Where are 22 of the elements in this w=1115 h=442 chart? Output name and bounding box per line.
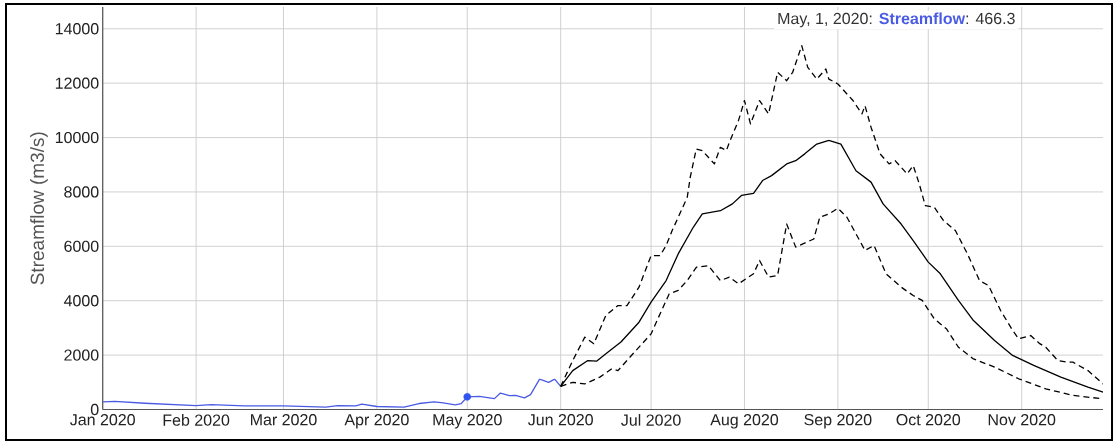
line-series (102, 378, 562, 408)
x-tick-label: Sep 2020 (804, 414, 872, 429)
y-axis-title: Streamflow (m3/s) (30, 132, 48, 285)
y-tick-label: 8000 (64, 186, 99, 198)
x-tick-label: Oct 2020 (896, 414, 961, 426)
x-tick-label: Feb 2020 (163, 414, 230, 426)
x-tick-label: Aug 2020 (710, 414, 779, 429)
x-tick-label: May 2020 (433, 414, 502, 429)
x-tick-label: Jul 2020 (621, 414, 681, 426)
y-tick-label: 10000 (55, 131, 99, 144)
x-tick-label: Mar 2020 (251, 414, 317, 426)
y-tick-label: 2000 (64, 349, 99, 361)
annotation: May, 1, 2020: Streamflow: 466.3 (778, 12, 1015, 28)
y-tick-label: 4000 (63, 295, 99, 307)
y-tick-label: 0 (90, 403, 99, 416)
y-tick-label: 12000 (55, 77, 99, 89)
x-tick-label: Jan 2020 (70, 414, 135, 426)
x-tick-label: Jun 2020 (528, 414, 593, 426)
x-tick-label: Apr 2020 (344, 414, 409, 429)
x-tick-label: Nov 2020 (988, 414, 1056, 426)
y-tick-label: 14000 (55, 23, 99, 35)
y-tick-label: 6000 (64, 240, 99, 252)
